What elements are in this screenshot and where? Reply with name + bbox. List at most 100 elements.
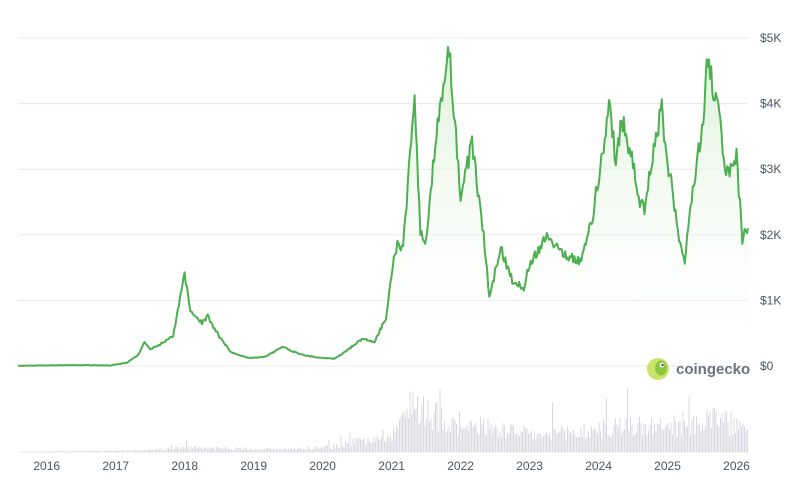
- volume-bar: [185, 448, 186, 452]
- y-tick-label: $3K: [760, 162, 781, 176]
- volume-bar: [396, 427, 397, 452]
- volume-bar: [584, 424, 585, 452]
- volume-bar: [569, 430, 570, 452]
- volume-bar: [492, 433, 493, 452]
- volume-bar: [192, 449, 193, 452]
- volume-bar: [74, 451, 75, 452]
- volume-bar: [434, 413, 435, 452]
- volume-bar: [681, 436, 682, 452]
- volume-bar: [102, 451, 103, 452]
- volume-bar: [654, 424, 655, 452]
- x-tick-label: 2019: [240, 459, 267, 473]
- y-tick-label: $0: [760, 359, 774, 373]
- volume-bar: [107, 451, 108, 452]
- volume-bar: [353, 439, 354, 452]
- volume-bar: [561, 426, 562, 452]
- volume-bar: [521, 431, 522, 453]
- volume-bar: [317, 447, 318, 453]
- volume-bar: [419, 424, 420, 452]
- volume-bar: [257, 449, 258, 452]
- volume-bar: [696, 416, 697, 452]
- volume-bar: [338, 447, 339, 452]
- volume-bar: [744, 426, 745, 452]
- volume-bar: [735, 433, 736, 452]
- volume-bar: [698, 423, 699, 452]
- volume-bar: [741, 427, 742, 452]
- volume-bar: [666, 425, 667, 452]
- volume-bar: [188, 446, 189, 452]
- volume-bar: [143, 450, 144, 452]
- y-tick-label: $1K: [760, 293, 781, 307]
- volume-bar: [123, 450, 124, 452]
- volume-bar: [453, 417, 454, 452]
- volume-bar: [264, 449, 265, 452]
- volume-bar: [519, 436, 520, 452]
- volume-bar: [354, 444, 355, 452]
- volume-bar: [126, 451, 127, 452]
- volume-bar: [663, 431, 664, 452]
- volume-bar: [723, 423, 724, 452]
- volume-bar: [566, 439, 567, 452]
- volume-bar: [411, 414, 412, 452]
- volume-bar: [204, 447, 205, 452]
- volume-bar: [120, 451, 121, 452]
- volume-bar: [327, 446, 328, 452]
- volume-bar: [302, 450, 303, 452]
- volume-bar: [381, 437, 382, 452]
- volume-bar: [537, 434, 538, 452]
- volume-bar: [437, 401, 438, 452]
- volume-bar: [272, 450, 273, 452]
- volume-bar: [293, 450, 294, 452]
- volume-bar: [534, 433, 535, 452]
- volume-bar: [321, 447, 322, 452]
- volume-bar: [540, 434, 541, 452]
- volume-bar: [359, 438, 360, 452]
- volume-bar: [612, 434, 613, 452]
- volume-bar: [476, 423, 477, 452]
- volume-bar: [246, 448, 247, 452]
- volume-bar: [96, 450, 97, 452]
- volume-bar: [675, 421, 676, 453]
- volume-bar: [485, 434, 486, 452]
- volume-bar: [290, 450, 291, 452]
- volume-bar: [110, 451, 111, 453]
- volume-bar: [449, 427, 450, 452]
- volume-bar: [372, 442, 373, 452]
- volume-bar: [552, 402, 553, 452]
- volume-bar: [648, 431, 649, 452]
- volume-bar: [240, 447, 241, 452]
- volume-bar: [435, 403, 436, 452]
- volume-bar: [203, 449, 204, 452]
- volume-bar: [555, 430, 556, 452]
- volume-bar: [362, 440, 363, 452]
- volume-bar: [128, 450, 129, 452]
- volume-bar: [336, 444, 337, 452]
- volume-bar: [209, 448, 210, 452]
- volume-bars: [29, 388, 749, 452]
- watermark-text: coingecko: [676, 361, 750, 378]
- y-tick-label: $4K: [760, 97, 781, 111]
- volume-bar: [590, 437, 591, 452]
- volume-bar: [345, 442, 346, 452]
- volume-bar: [228, 449, 229, 452]
- volume-bar: [575, 435, 576, 452]
- volume-bar: [656, 431, 657, 452]
- volume-bar: [383, 430, 384, 452]
- volume-bar: [473, 426, 474, 452]
- volume-bar: [524, 425, 525, 452]
- volume-bar: [594, 428, 595, 452]
- volume-bar: [474, 426, 475, 452]
- volume-bar: [255, 449, 256, 452]
- volume-bar: [507, 433, 508, 452]
- volume-bar: [285, 448, 286, 452]
- volume-bar: [207, 449, 208, 452]
- x-tick-label: 2018: [171, 459, 198, 473]
- volume-bar: [44, 451, 45, 452]
- volume-bar: [573, 430, 574, 453]
- volume-bar: [444, 421, 445, 452]
- volume-bar: [551, 439, 552, 452]
- volume-bar: [563, 429, 564, 452]
- volume-bar: [588, 432, 589, 453]
- volume-bar: [603, 420, 604, 453]
